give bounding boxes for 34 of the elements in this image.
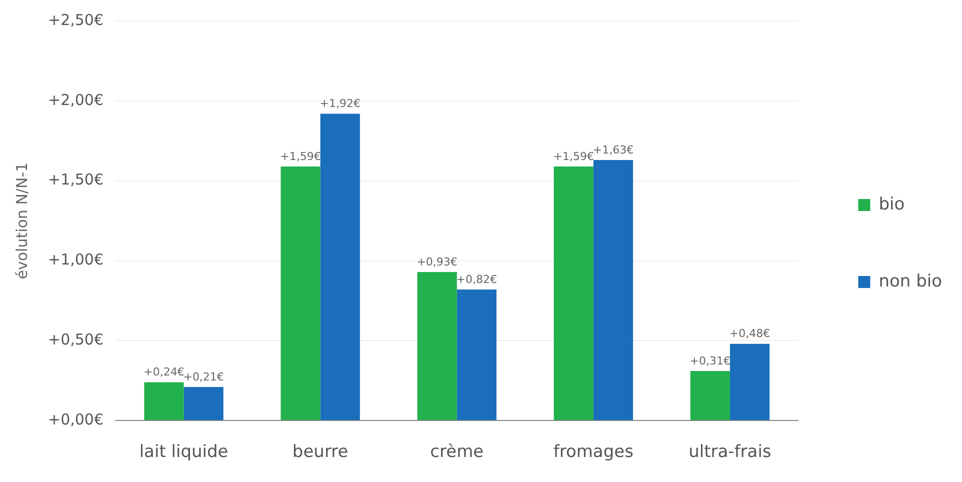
- data-label: +1,59€: [280, 150, 321, 163]
- bar: [184, 387, 224, 420]
- data-label: +1,59€: [553, 150, 594, 163]
- bar: [690, 371, 730, 420]
- y-tick-label: +2,00€: [48, 90, 104, 109]
- bar: [593, 160, 634, 420]
- bar: [320, 114, 360, 420]
- legend-label: non bio: [878, 271, 942, 292]
- data-label: +0,31€: [690, 354, 731, 368]
- y-tick-label: +1,00€: [48, 250, 104, 269]
- data-label: +1,92€: [320, 97, 360, 110]
- x-tick-label: beurre: [292, 442, 348, 462]
- data-label: +1,63€: [592, 143, 634, 156]
- data-label: +0,82€: [456, 272, 498, 286]
- bar: [730, 344, 770, 420]
- y-tick-label: +1,50€: [48, 170, 104, 189]
- x-tick-label: lait liquide: [139, 442, 228, 462]
- bar: [417, 272, 457, 420]
- y-tick-label: +2,50€: [48, 10, 104, 29]
- x-tick-label: fromages: [553, 442, 634, 462]
- data-label: +0,93€: [416, 255, 458, 268]
- y-tick-label: +0,50€: [48, 330, 104, 349]
- bar: [144, 382, 184, 420]
- bar: [280, 166, 320, 420]
- data-label: +0,21€: [183, 370, 224, 384]
- data-label: +0,24€: [144, 366, 184, 379]
- bar: [456, 290, 496, 420]
- y-axis-title: évolution N/N-1: [12, 162, 31, 280]
- x-tick-label: ultra-frais: [688, 442, 772, 462]
- legend-label: bio: [878, 194, 905, 214]
- x-tick-label: crème: [430, 442, 484, 462]
- bar: [554, 166, 594, 420]
- y-tick-label: +0,00€: [48, 410, 104, 428]
- data-label: +0,48€: [729, 327, 770, 340]
